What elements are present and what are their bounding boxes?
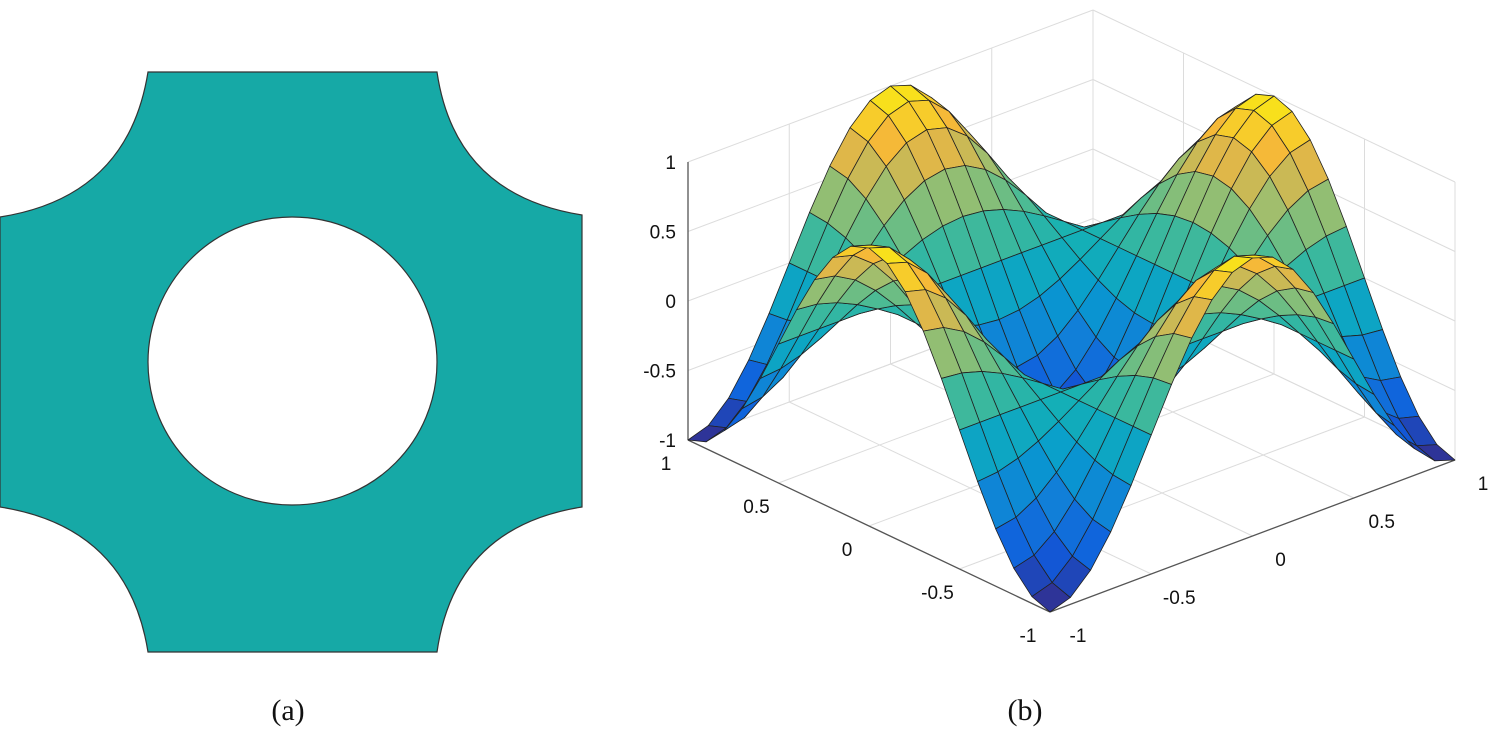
axes-lines [687, 162, 1456, 613]
z-tick-label: 1 [665, 153, 676, 174]
level-set-shape [0, 71, 583, 653]
surface-patch [1031, 582, 1071, 613]
y-tick-label: 0 [1275, 550, 1286, 571]
panel-a: (a) [0, 71, 583, 727]
z-tick-label: -0.5 [643, 362, 676, 383]
x-tick-label: -0.5 [921, 583, 954, 604]
x-tick-label: 0 [842, 540, 853, 561]
caption-b: (b) [1008, 694, 1043, 727]
y-tick-label: 1 [1478, 474, 1489, 495]
x-tick-label: 1 [661, 454, 672, 475]
panel-b: 1 0.5 0 -0.5 -1 -1 -0.5 0 0.5 1 1 0.5 0 -0.5 -1 (b) [643, 9, 1488, 727]
caption-a: (a) [271, 694, 304, 727]
y-axis-line [1049, 459, 1456, 613]
z-tick-label: 0.5 [650, 223, 676, 244]
surface-patch [687, 425, 727, 443]
x-axis-line [687, 439, 1051, 613]
y-tick-label: -1 [1070, 626, 1087, 647]
surface-mesh [687, 84, 1456, 613]
z-tick-label: 0 [665, 292, 676, 313]
x-tick-label: 0.5 [743, 497, 769, 518]
y-tick-label: -0.5 [1163, 588, 1196, 609]
tick-labels: 1 0.5 0 -0.5 -1 -1 -0.5 0 0.5 1 1 0.5 0 -0.5 -1 [643, 153, 1488, 647]
x-tick-label: -1 [1020, 626, 1037, 647]
y-tick-label: 0.5 [1369, 512, 1395, 533]
z-tick-label: -1 [659, 431, 676, 452]
